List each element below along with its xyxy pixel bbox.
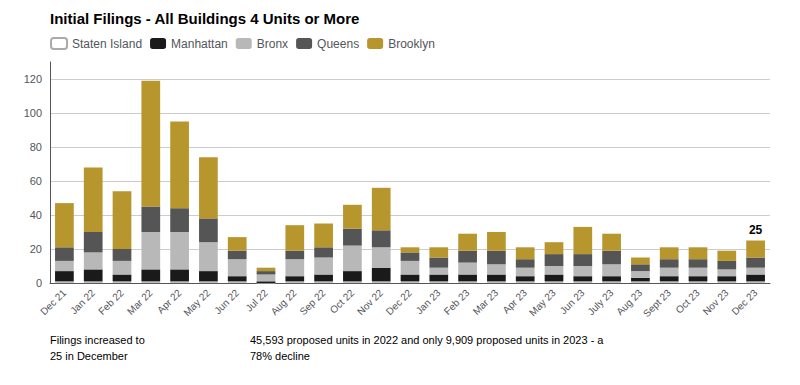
svg-text:Jul 22: Jul 22 — [243, 287, 270, 314]
svg-text:Queens: Queens — [317, 37, 359, 51]
svg-text:May 23: May 23 — [527, 287, 558, 318]
svg-text:Filings increased to: Filings increased to — [50, 334, 145, 346]
svg-text:Brooklyn: Brooklyn — [388, 37, 435, 51]
svg-text:Sep 22: Sep 22 — [297, 287, 327, 317]
svg-text:May 22: May 22 — [181, 287, 212, 318]
svg-text:Manhattan: Manhattan — [171, 37, 228, 51]
svg-text:Mar 22: Mar 22 — [125, 287, 155, 317]
svg-text:Bronx: Bronx — [257, 37, 288, 51]
svg-text:25 in December: 25 in December — [50, 350, 128, 362]
svg-text:Aug 23: Aug 23 — [614, 287, 644, 317]
svg-text:Oct 22: Oct 22 — [328, 287, 357, 316]
svg-text:Jan 22: Jan 22 — [68, 287, 97, 316]
svg-text:20: 20 — [30, 243, 42, 255]
svg-text:Dec 23: Dec 23 — [729, 287, 759, 317]
svg-text:25: 25 — [749, 223, 763, 237]
svg-text:40: 40 — [30, 209, 42, 221]
svg-text:Staten Island: Staten Island — [72, 37, 142, 51]
svg-text:80: 80 — [30, 141, 42, 153]
svg-text:100: 100 — [24, 107, 42, 119]
svg-text:Feb 23: Feb 23 — [442, 287, 472, 317]
svg-text:Oct 23: Oct 23 — [673, 287, 702, 316]
svg-text:Jun 23: Jun 23 — [558, 287, 587, 316]
svg-text:Sept 23: Sept 23 — [641, 287, 673, 319]
svg-text:45,593 proposed units in 2022: 45,593 proposed units in 2022 and only 9… — [250, 334, 604, 346]
svg-text:Dec 22: Dec 22 — [384, 287, 414, 317]
svg-text:120: 120 — [24, 73, 42, 85]
svg-text:60: 60 — [30, 175, 42, 187]
svg-text:Jan 23: Jan 23 — [414, 287, 443, 316]
svg-text:Aug 22: Aug 22 — [269, 287, 299, 317]
svg-text:Nov 22: Nov 22 — [355, 287, 385, 317]
svg-text:78% decline: 78% decline — [250, 350, 310, 362]
svg-text:Initial Filings - All Building: Initial Filings - All Buildings 4 Units … — [50, 10, 359, 27]
svg-text:0: 0 — [36, 277, 42, 289]
svg-text:Feb 22: Feb 22 — [96, 287, 126, 317]
svg-text:Mar 23: Mar 23 — [471, 287, 501, 317]
svg-text:Apr 23: Apr 23 — [501, 287, 530, 316]
svg-text:Apr 22: Apr 22 — [155, 287, 184, 316]
svg-text:Jun 22: Jun 22 — [212, 287, 241, 316]
svg-text:July 23: July 23 — [585, 287, 615, 317]
svg-text:Dec 21: Dec 21 — [38, 287, 68, 317]
svg-text:Nov 23: Nov 23 — [701, 287, 731, 317]
